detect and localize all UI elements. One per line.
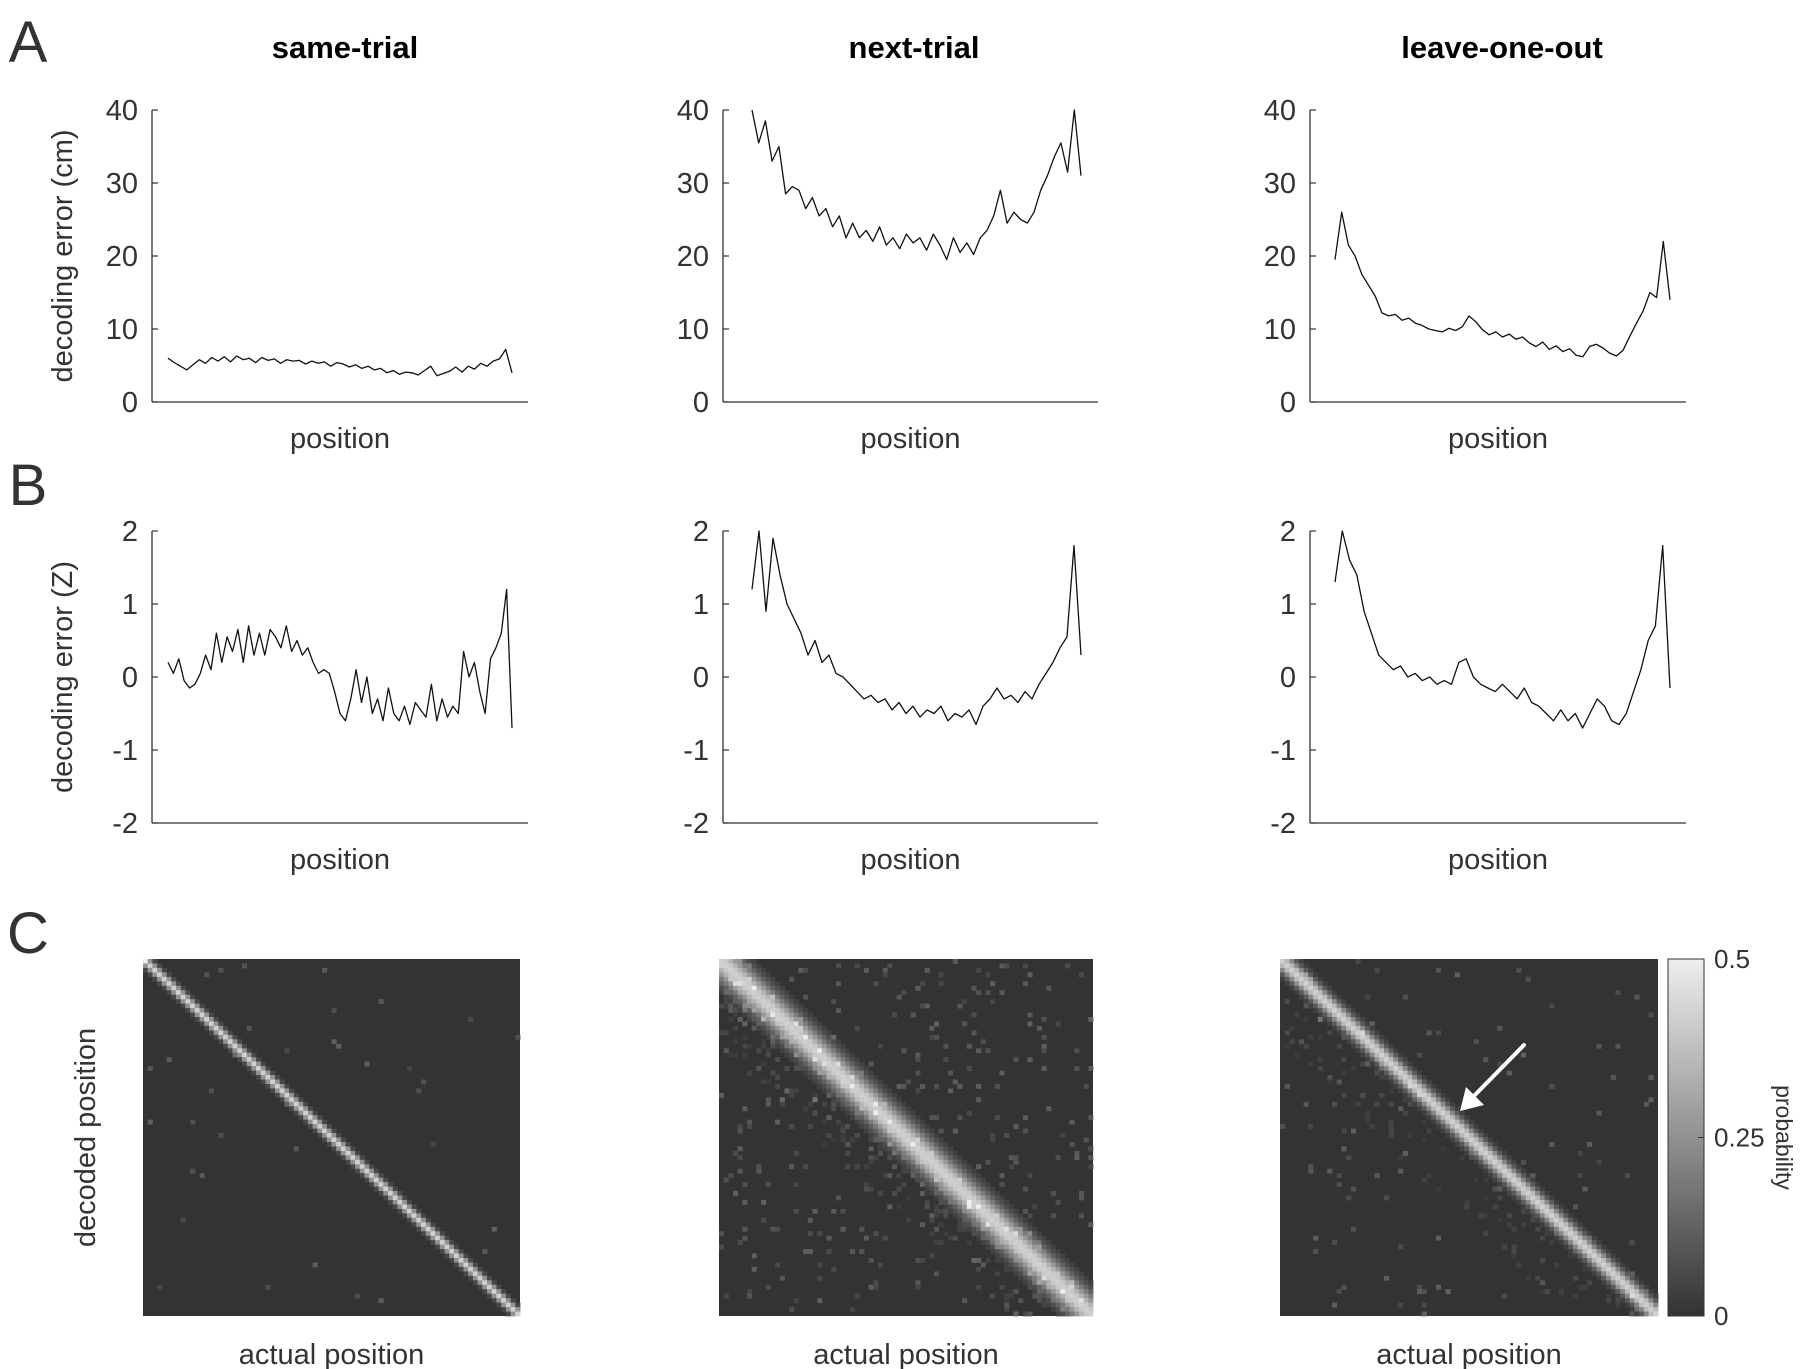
y-tick-label: 10 bbox=[1264, 314, 1296, 346]
y-tick-label: -1 bbox=[1270, 735, 1296, 767]
y-tick-label: 10 bbox=[677, 314, 709, 346]
y-tick-label: 0 bbox=[122, 662, 138, 694]
y-tick-label: 0 bbox=[1280, 387, 1296, 419]
panel-letter-b: B bbox=[9, 453, 48, 518]
y-tick-label: 30 bbox=[677, 168, 709, 200]
y-tick-label: 2 bbox=[1280, 516, 1296, 548]
column-title-1: same-trial bbox=[272, 30, 418, 65]
x-axis-label: position bbox=[861, 844, 961, 876]
heatmap-cells bbox=[143, 959, 521, 1317]
y-tick-label: 20 bbox=[106, 241, 138, 273]
heatmap-cells bbox=[1280, 959, 1659, 1317]
colorbar: 0 0.25 0.5 probability bbox=[1667, 944, 1797, 1331]
y-tick-label: 2 bbox=[693, 516, 709, 548]
y-tick-label: 1 bbox=[693, 589, 709, 621]
y-tick-label: -2 bbox=[112, 808, 138, 840]
y-axis-label: decoding error (Z) bbox=[47, 561, 79, 793]
column-title-3: leave-one-out bbox=[1401, 30, 1603, 65]
line-chart-a-1: 0 10 20 30 40 position decoding error (cm) bbox=[47, 95, 528, 455]
colorbar-label: probability bbox=[1771, 1085, 1797, 1190]
series-line bbox=[167, 588, 513, 729]
x-axis-label: position bbox=[290, 423, 390, 455]
y-tick-label: 40 bbox=[1264, 95, 1296, 127]
colorbar-tick-label: 0.5 bbox=[1714, 944, 1750, 974]
x-axis-label: position bbox=[1448, 844, 1548, 876]
column-title-2: next-trial bbox=[849, 30, 980, 65]
y-tick-label: 20 bbox=[1264, 241, 1296, 273]
panel-letter-a: A bbox=[9, 10, 48, 75]
x-axis-label: position bbox=[1448, 423, 1548, 455]
line-chart-b-3: -2 -1 0 1 2 position bbox=[1270, 516, 1686, 876]
heatmap-3: actual position 0 0.25 0.5 probability bbox=[1280, 944, 1797, 1369]
y-tick-label: 30 bbox=[1264, 168, 1296, 200]
x-axis-label: position bbox=[861, 423, 961, 455]
panel-letter-c: C bbox=[7, 901, 49, 966]
y-tick-label: 40 bbox=[677, 95, 709, 127]
y-tick-label: 30 bbox=[106, 168, 138, 200]
y-tick-label: -1 bbox=[683, 735, 709, 767]
line-chart-b-1: -2 -1 0 1 2 position decoding error (Z) bbox=[47, 516, 528, 876]
x-axis-label: actual position bbox=[813, 1339, 998, 1369]
y-tick-label: 0 bbox=[122, 387, 138, 419]
y-tick-label: 40 bbox=[106, 95, 138, 127]
colorbar-tick-label: 0 bbox=[1714, 1301, 1728, 1331]
y-tick-label: -1 bbox=[112, 735, 138, 767]
x-axis-label: actual position bbox=[1376, 1339, 1561, 1369]
y-axis-label: decoding error (cm) bbox=[47, 129, 79, 382]
heatmap-cells bbox=[719, 959, 1094, 1317]
y-tick-label: 0 bbox=[1280, 662, 1296, 694]
line-chart-a-2: 0 10 20 30 40 position bbox=[677, 95, 1098, 455]
x-axis-label: position bbox=[290, 844, 390, 876]
y-tick-label: 10 bbox=[106, 314, 138, 346]
y-tick-label: 2 bbox=[122, 516, 138, 548]
series-line bbox=[751, 530, 1082, 726]
y-tick-label: -2 bbox=[683, 808, 709, 840]
y-axis-label: decoded position bbox=[70, 1028, 102, 1247]
line-chart-a-3: 0 10 20 30 40 position bbox=[1264, 95, 1686, 455]
y-tick-label: 0 bbox=[693, 387, 709, 419]
y-tick-label: -2 bbox=[1270, 808, 1296, 840]
heatmap-2: actual position bbox=[719, 959, 1094, 1369]
y-tick-label: 0 bbox=[693, 662, 709, 694]
line-chart-b-2: -2 -1 0 1 2 position bbox=[683, 516, 1098, 876]
annotation-arrow bbox=[1460, 1043, 1526, 1111]
series-line bbox=[167, 348, 513, 377]
y-tick-label: 20 bbox=[677, 241, 709, 273]
series-line bbox=[1334, 211, 1671, 358]
series-line bbox=[751, 109, 1082, 261]
colorbar-tick-label: 0.25 bbox=[1714, 1123, 1765, 1153]
series-line bbox=[1334, 530, 1671, 729]
y-tick-label: 1 bbox=[1280, 589, 1296, 621]
y-tick-label: 1 bbox=[122, 589, 138, 621]
heatmap-1: actual position decoded position bbox=[70, 959, 521, 1369]
x-axis-label: actual position bbox=[239, 1339, 424, 1369]
